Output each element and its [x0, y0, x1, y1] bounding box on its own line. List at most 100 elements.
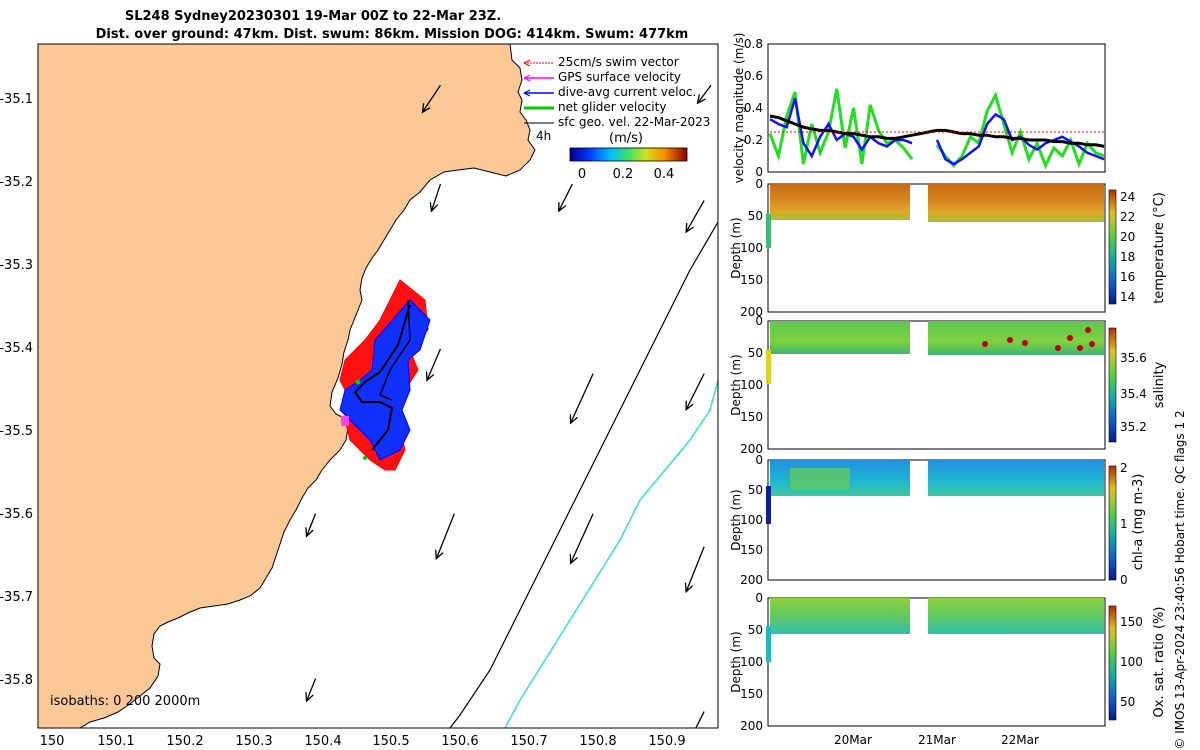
legend-net-glider: net glider velocity [558, 100, 666, 114]
depth-tick: 150 [740, 273, 763, 287]
chl-cast [766, 486, 771, 524]
salinity-high-spots [982, 327, 1095, 351]
geo-vector [305, 513, 317, 537]
temperature-colorbar [1108, 189, 1117, 305]
depth-label: Depth (m) [729, 217, 743, 278]
colorbar-tick: 0 [578, 167, 586, 182]
geo-vector [570, 513, 594, 564]
depth-label: Depth (m) [729, 354, 743, 415]
velocity-frame [767, 43, 1106, 173]
depth-tick: 100 [740, 655, 763, 669]
velocity-panel: 0 0.2 0.4 0.6 0.8 velocity magnitude (m/… [732, 33, 1106, 184]
temp-cb-tick: 14 [1120, 290, 1135, 304]
chl-patch [790, 468, 850, 490]
temp-cast [766, 214, 771, 248]
depth-tick: 50 [748, 346, 763, 360]
speed-colorbar [569, 147, 688, 162]
title-line-1: SL248 Sydney20230301 19-Mar 00Z to 22-Ma… [125, 9, 501, 24]
velocity-series-line [769, 114, 1105, 148]
sal-cast [766, 350, 771, 384]
x-tick: 150.2 [166, 734, 203, 749]
depth-tick: 0 [755, 314, 763, 328]
geo-vector [695, 711, 705, 728]
x-tick: 150.9 [648, 734, 685, 749]
temp-cb-tick: 16 [1120, 270, 1135, 284]
geo-vector [697, 84, 712, 104]
y-tick: -35.3 [0, 258, 33, 273]
time-tick: 20Mar [834, 733, 872, 747]
legend-gps-velocity: GPS surface velocity [558, 70, 681, 84]
depth-tick: 200 [740, 719, 763, 733]
title-line-2: Dist. over ground: 47km. Dist. swum: 86k… [96, 27, 689, 42]
chla-label: chl-a (mg m-3) [1131, 474, 1146, 571]
map-x-ticks: 150 150.1 150.2 150.3 150.4 150.5 150.6 … [40, 734, 686, 749]
y-tick: -35.4 [0, 341, 33, 356]
geo-vector-head [429, 202, 439, 213]
map-legend: 25cm/s swim vector GPS surface velocity … [523, 55, 710, 182]
geo-vector-head [685, 223, 694, 234]
salinity-colorbar [1108, 327, 1117, 443]
x-tick: 150.1 [97, 734, 134, 749]
geo-vector [305, 678, 317, 702]
y-tick: -35.2 [0, 175, 33, 190]
copyright-note: © IMOS 13-Apr-2024 23:40:56 Hobart time.… [1173, 410, 1187, 749]
geo-vector [685, 200, 705, 233]
time-tick: 22Mar [1001, 733, 1039, 747]
depth-tick: 50 [748, 623, 763, 637]
depth-tick: 100 [740, 378, 763, 392]
vel-y-label: velocity magnitude (m/s) [732, 33, 746, 184]
x-tick: 150.7 [510, 734, 547, 749]
temp-cb-tick: 18 [1120, 250, 1135, 264]
chl-cb-tick: 1 [1120, 517, 1128, 531]
chl-section-b [928, 460, 1104, 496]
depth-tick: 50 [748, 209, 763, 223]
time-tick: 21Mar [918, 733, 956, 747]
temp-cb-tick: 22 [1120, 210, 1135, 224]
depth-tick: 150 [740, 410, 763, 424]
x-tick: 150.3 [235, 734, 272, 749]
temp-section-a [770, 184, 910, 220]
geo-vector [558, 183, 573, 212]
geo-vector-head [421, 103, 431, 114]
geo-vector [685, 373, 705, 410]
sal-cb-tick: 35.6 [1120, 351, 1147, 365]
depth-tick: 0 [755, 591, 763, 605]
geo-vector-head [435, 549, 444, 561]
colorbar-unit: (m/s) [609, 131, 643, 146]
temp-section-b [928, 184, 1104, 222]
temperature-label: temperature (°C) [1152, 192, 1167, 304]
depth-tick: 150 [740, 543, 763, 557]
geo-vector-head [425, 371, 435, 382]
isobath-2000m [504, 379, 718, 728]
y-tick: -35.7 [0, 590, 33, 605]
salinity-label: salinity [1152, 361, 1167, 408]
geo-vector [426, 348, 442, 381]
y-tick: -35.6 [0, 507, 33, 522]
geo-vector-head [685, 400, 694, 411]
geo-vector [570, 373, 594, 424]
depth-tick: 200 [740, 305, 763, 319]
y-tick: -35.5 [0, 424, 33, 439]
depth-tick: 200 [740, 573, 763, 587]
depth-tick: 0 [755, 177, 763, 191]
depth-label: Depth (m) [729, 631, 743, 692]
legend-dive-avg: dive-avg current veloc. [558, 85, 696, 99]
geo-vector [685, 546, 705, 592]
geo-vector-head [569, 554, 578, 565]
map-panel: 25cm/s swim vector GPS surface velocity … [0, 43, 719, 749]
x-tick: 150.5 [372, 734, 409, 749]
ox-cb-tick: 50 [1120, 695, 1135, 709]
temp-cb-tick: 20 [1120, 230, 1135, 244]
legend-swim-vector: 25cm/s swim vector [558, 55, 679, 69]
geo-velocity-vectors [305, 84, 712, 728]
vel-y-tick: 0.4 [744, 101, 763, 115]
land [38, 44, 536, 728]
legend-note: 4h [536, 129, 551, 143]
velocity-series-line [769, 98, 1105, 166]
x-tick: 150.6 [441, 734, 478, 749]
x-tick: 150 [40, 734, 65, 749]
depth-label: Depth (m) [729, 489, 743, 550]
oxygen-label: Ox. sat. ratio (%) [1152, 607, 1167, 718]
geo-vector [421, 84, 441, 113]
depth-tick: 100 [740, 513, 763, 527]
